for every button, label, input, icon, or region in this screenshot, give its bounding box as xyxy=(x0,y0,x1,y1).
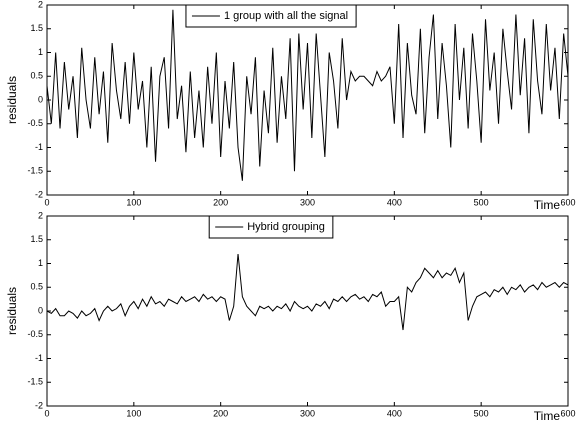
data-line xyxy=(46,9,569,181)
y-tick-label: -2 xyxy=(35,400,43,410)
x-tick-label: 300 xyxy=(300,197,315,207)
y-tick-label: 0.5 xyxy=(30,282,43,292)
x-tick-label: 500 xyxy=(474,197,489,207)
y-tick-label: 0.5 xyxy=(30,71,43,81)
x-tick-label: 100 xyxy=(126,408,141,418)
x-tick-label: 500 xyxy=(474,408,489,418)
y-tick-label: 1 xyxy=(38,258,43,268)
axes-box xyxy=(46,4,569,196)
data-line xyxy=(46,253,569,331)
x-axis-label: Time xyxy=(534,409,561,423)
y-tick-label: -1.5 xyxy=(27,377,43,387)
y-tick-label: 1.5 xyxy=(30,23,43,33)
y-tick-label: -0.5 xyxy=(27,118,43,128)
y-tick-label: 2 xyxy=(38,0,43,9)
y-tick-label: 1 xyxy=(38,47,43,57)
y-tick-label: 0 xyxy=(38,94,43,104)
x-tick-label: 400 xyxy=(387,197,402,207)
y-axis-label: residuals xyxy=(5,76,19,124)
x-tick-label: 200 xyxy=(213,197,228,207)
y-tick-label: -0.5 xyxy=(27,329,43,339)
legend-box xyxy=(185,4,357,28)
legend: Hybrid grouping xyxy=(208,215,334,239)
legend-label: Hybrid grouping xyxy=(247,221,325,233)
x-tick-label: 400 xyxy=(387,408,402,418)
x-tick-label: 100 xyxy=(126,197,141,207)
x-tick-label: 200 xyxy=(213,408,228,418)
axes-box xyxy=(46,215,569,407)
y-tick-label: -1 xyxy=(35,142,43,152)
x-tick-label: 0 xyxy=(44,408,49,418)
x-tick-label: 0 xyxy=(44,197,49,207)
y-tick-label: 1.5 xyxy=(30,234,43,244)
legend-label: 1 group with all the signal xyxy=(224,10,348,22)
y-tick-label: 2 xyxy=(38,210,43,220)
y-tick-label: 0 xyxy=(38,305,43,315)
x-tick-label: 300 xyxy=(300,408,315,418)
subplot: 21.510.50-0.5-1-1.5-20 100 200 300 400 500 600… xyxy=(5,210,575,423)
y-axis-label: residuals xyxy=(5,287,19,335)
subplot: 21.510.50-0.5-1-1.5-20 100 200 300 400 500 600… xyxy=(5,0,575,212)
x-axis-label: Time xyxy=(534,198,561,212)
y-tick-label: -1 xyxy=(35,353,43,363)
legend: 1 group with all the signal xyxy=(185,4,357,28)
y-tick-label: -1.5 xyxy=(27,166,43,176)
y-tick-label: -2 xyxy=(35,189,43,199)
x-tick-label: 600 xyxy=(560,408,575,418)
legend-box xyxy=(208,215,334,239)
x-tick-label: 600 xyxy=(560,197,575,207)
